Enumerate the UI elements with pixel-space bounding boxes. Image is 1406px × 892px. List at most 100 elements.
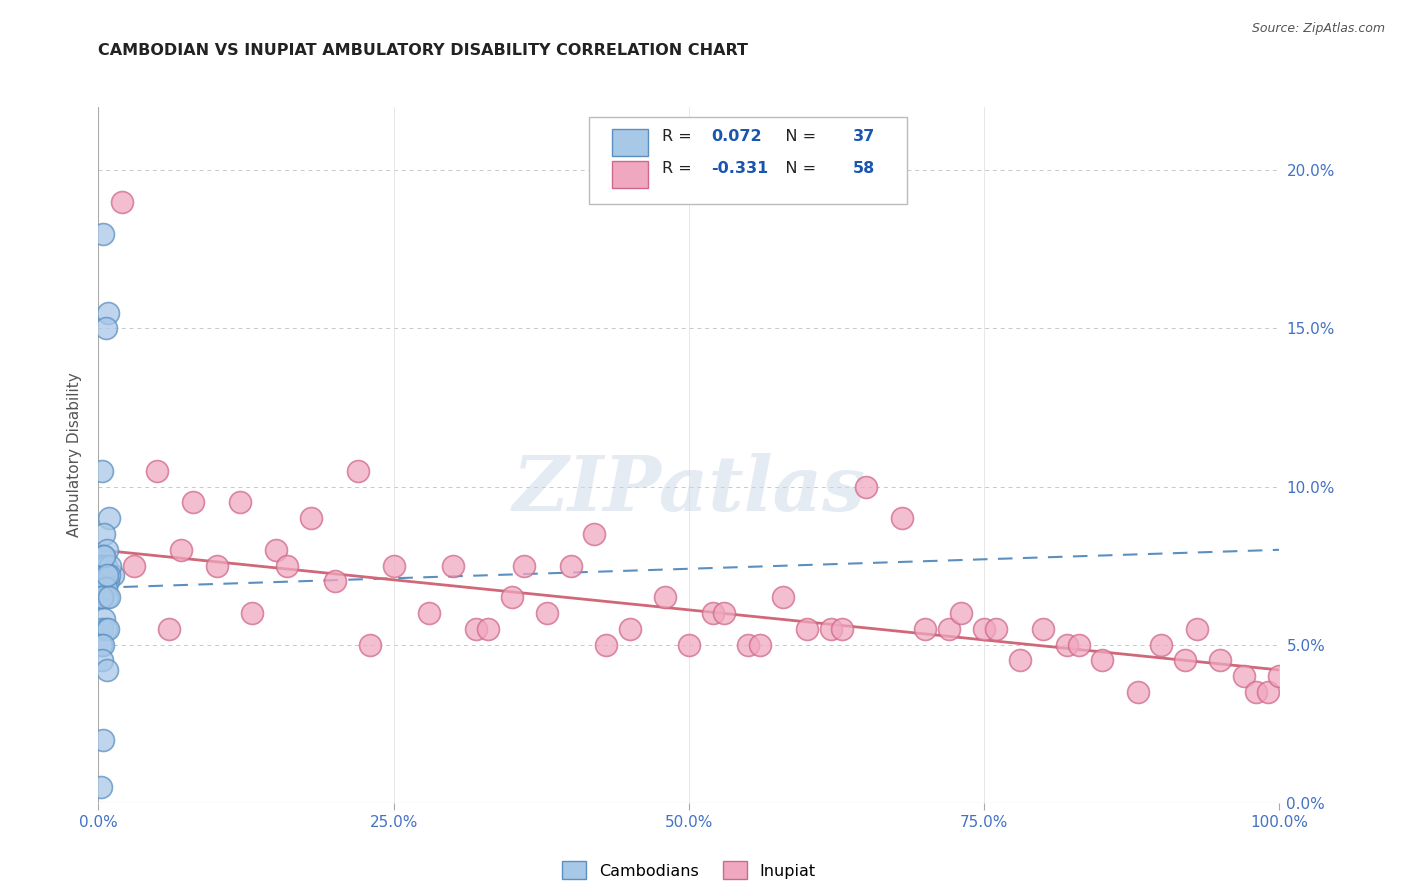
Point	[91, 622, 114, 636]
Point	[949, 606, 972, 620]
Point	[94, 321, 117, 335]
Point	[299, 511, 322, 525]
Text: R =: R =	[662, 129, 696, 145]
Text: ZIPatlas: ZIPatlas	[512, 453, 866, 526]
Point	[1257, 685, 1279, 699]
Point	[323, 574, 346, 589]
Point	[1268, 669, 1291, 683]
Point	[96, 591, 118, 605]
Point	[94, 622, 117, 636]
Point	[229, 495, 252, 509]
Point	[90, 558, 112, 573]
Point	[1091, 653, 1114, 667]
Text: N =: N =	[770, 129, 821, 145]
Point	[938, 622, 960, 636]
Text: 37: 37	[853, 129, 876, 145]
Text: R =: R =	[662, 161, 696, 177]
Point	[276, 558, 298, 573]
Point	[90, 780, 112, 794]
Point	[382, 558, 405, 573]
Point	[90, 638, 112, 652]
Point	[91, 591, 114, 605]
Point	[91, 591, 114, 605]
Point	[1244, 685, 1267, 699]
Point	[820, 622, 842, 636]
Point	[536, 606, 558, 620]
Point	[240, 606, 263, 620]
Point	[512, 558, 534, 573]
Point	[890, 511, 912, 525]
Point	[93, 527, 115, 541]
Point	[1209, 653, 1232, 667]
Point	[418, 606, 440, 620]
Point	[157, 622, 180, 636]
Point	[595, 638, 617, 652]
Legend: Cambodians, Inupiat: Cambodians, Inupiat	[555, 855, 823, 885]
Text: Source: ZipAtlas.com: Source: ZipAtlas.com	[1251, 22, 1385, 36]
Point	[101, 568, 124, 582]
Point	[796, 622, 818, 636]
Point	[98, 568, 121, 582]
Point	[347, 464, 370, 478]
Point	[1126, 685, 1149, 699]
Point	[713, 606, 735, 620]
Point	[678, 638, 700, 652]
Point	[91, 653, 114, 667]
Point	[973, 622, 995, 636]
Point	[93, 612, 115, 626]
Point	[98, 511, 121, 525]
FancyBboxPatch shape	[612, 128, 648, 156]
Text: -0.331: -0.331	[711, 161, 769, 177]
Point	[91, 638, 114, 652]
Point	[91, 549, 114, 563]
Point	[702, 606, 724, 620]
FancyBboxPatch shape	[612, 161, 648, 188]
Point	[1008, 653, 1031, 667]
Point	[98, 591, 121, 605]
Point	[914, 622, 936, 636]
Point	[501, 591, 523, 605]
Point	[122, 558, 145, 573]
Point	[1185, 622, 1208, 636]
Point	[560, 558, 582, 573]
Point	[91, 464, 114, 478]
Point	[97, 305, 120, 319]
Point	[1150, 638, 1173, 652]
Point	[264, 542, 287, 557]
Point	[1056, 638, 1078, 652]
Text: N =: N =	[770, 161, 821, 177]
Point	[93, 549, 115, 563]
Point	[97, 574, 120, 589]
Point	[91, 581, 114, 595]
Point	[98, 558, 121, 573]
Text: 58: 58	[853, 161, 876, 177]
Point	[1032, 622, 1054, 636]
Point	[91, 574, 114, 589]
Point	[1067, 638, 1090, 652]
Point	[90, 591, 112, 605]
Text: 0.072: 0.072	[711, 129, 762, 145]
Point	[477, 622, 499, 636]
Point	[93, 568, 115, 582]
Point	[737, 638, 759, 652]
Text: CAMBODIAN VS INUPIAT AMBULATORY DISABILITY CORRELATION CHART: CAMBODIAN VS INUPIAT AMBULATORY DISABILI…	[98, 43, 748, 58]
Point	[772, 591, 794, 605]
Point	[654, 591, 676, 605]
Point	[583, 527, 606, 541]
Point	[855, 479, 877, 493]
Point	[170, 542, 193, 557]
Point	[1174, 653, 1197, 667]
Point	[146, 464, 169, 478]
Point	[96, 542, 118, 557]
Point	[619, 622, 641, 636]
Point	[1233, 669, 1256, 683]
Point	[205, 558, 228, 573]
Point	[93, 574, 115, 589]
Point	[91, 591, 114, 605]
Point	[94, 558, 117, 573]
Point	[96, 663, 118, 677]
Point	[96, 568, 118, 582]
Point	[984, 622, 1007, 636]
Point	[441, 558, 464, 573]
Point	[181, 495, 204, 509]
